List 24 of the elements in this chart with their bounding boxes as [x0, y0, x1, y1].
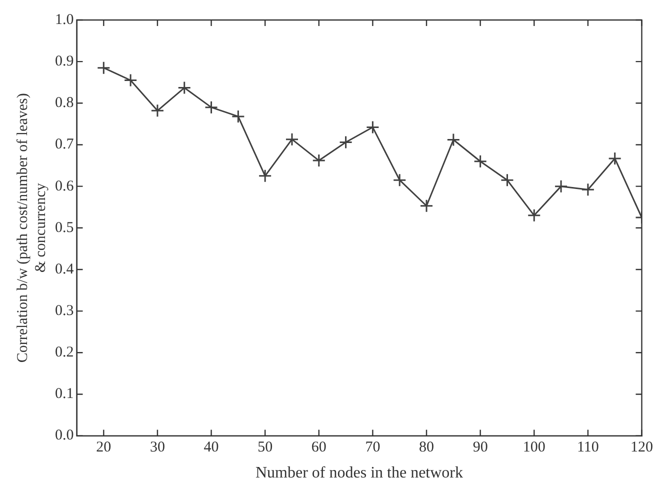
y-tick-label: 0.1: [55, 386, 74, 402]
y-tick-label: 0.2: [55, 344, 74, 361]
x-tick-label: 90: [472, 440, 488, 456]
y-tick-label: 0.4: [55, 261, 74, 278]
x-tick-label: 40: [204, 440, 219, 456]
y-tick-label: 0.8: [55, 95, 74, 112]
x-tick-label: 30: [150, 440, 165, 456]
x-tick-label: 120: [630, 440, 653, 456]
y-axis-title: Correlation b/w (path cost/number of leaves) & concurrency: [14, 93, 49, 363]
y-tick-label: 0.7: [55, 136, 74, 153]
y-tick-label: 0.5: [55, 220, 74, 236]
x-tick-label: 60: [311, 440, 326, 456]
y-tick-label: 0.0: [55, 428, 74, 444]
y-tick-label: 0.6: [55, 178, 74, 194]
y-tick-label: 0.9: [55, 54, 74, 70]
x-tick-label: 110: [576, 440, 599, 456]
x-tick-label: 50: [258, 440, 273, 456]
x-tick-label: 100: [522, 440, 546, 456]
x-tick-label: 20: [96, 440, 112, 456]
x-tick-label: 80: [419, 440, 434, 456]
y-tick-label: 0.3: [55, 302, 74, 319]
y-tick-label: 1.0: [55, 12, 74, 28]
x-tick-label: 70: [365, 440, 380, 456]
x-axis-title: Number of nodes in the network: [255, 464, 464, 482]
